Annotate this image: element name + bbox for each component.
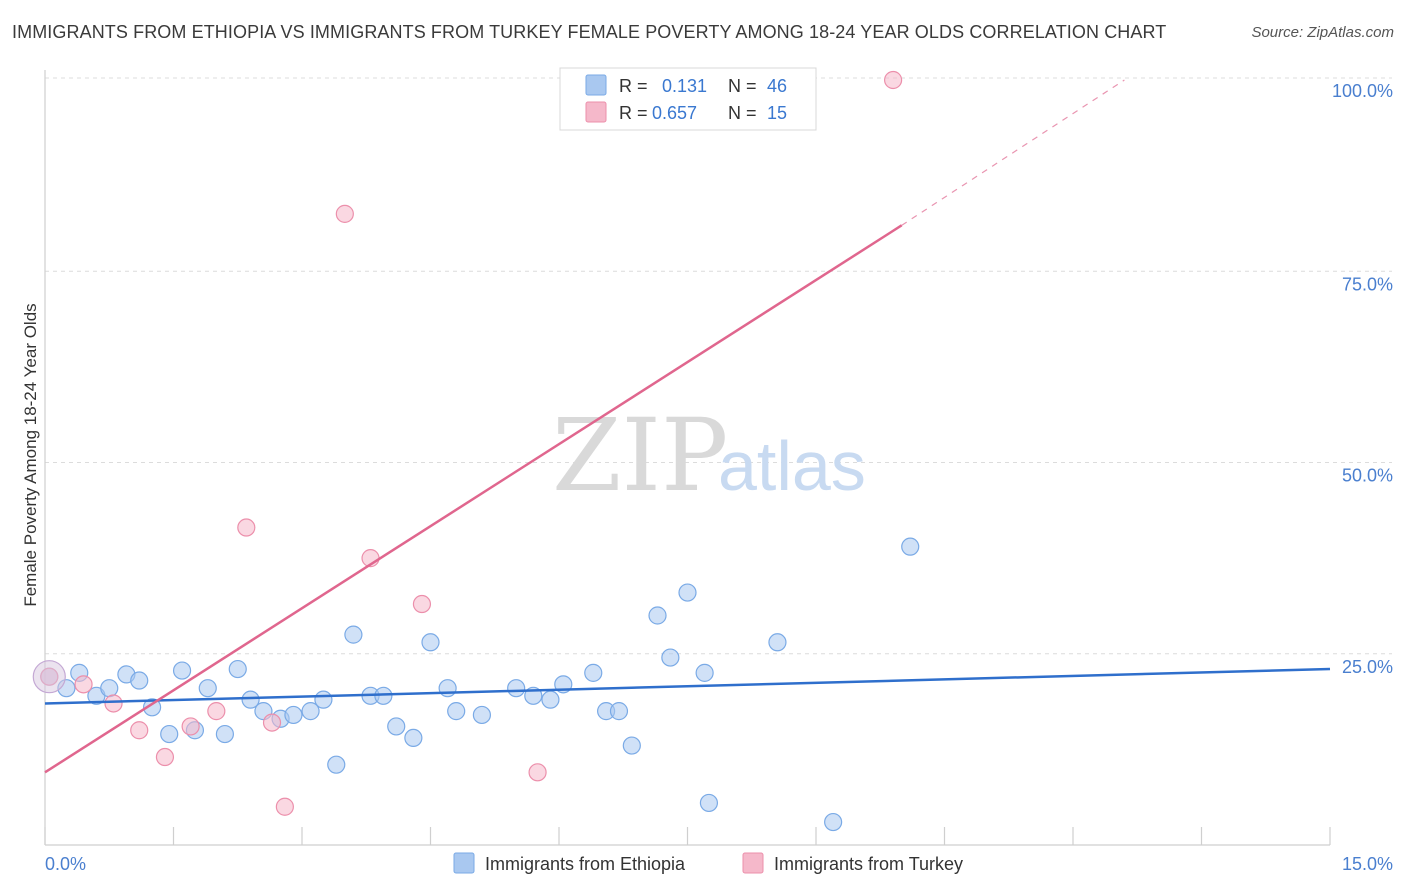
legend-n-label-turkey: N = — [728, 103, 757, 123]
stats-legend: R = 0.131 N = 46 R = 0.657 N = 15 — [559, 67, 817, 131]
y-tick-label-100: 100.0% — [1332, 81, 1393, 101]
ethiopia-point-14 — [241, 690, 260, 709]
turkey-point-1 — [74, 675, 93, 694]
turkey-trend-line — [44, 224, 903, 774]
gridlines — [45, 77, 1392, 655]
x-tick-label-min: 0.0% — [45, 854, 86, 874]
watermark-atlas: atlas — [718, 427, 866, 505]
ethiopia-point-32 — [541, 690, 560, 709]
legend-n-value-ethiopia: 46 — [767, 76, 787, 96]
turkey-point-5 — [181, 717, 200, 736]
ethiopia-point-43 — [768, 633, 787, 652]
turkey-point-14 — [883, 70, 903, 90]
legend-r-label-ethiopia: R = — [619, 76, 648, 96]
legend-r-value-turkey: 0.657 — [652, 103, 697, 123]
ethiopia-point-36 — [609, 702, 629, 721]
bottom-legend-swatch-ethiopia — [453, 852, 475, 874]
ethiopia-point-17 — [284, 705, 303, 725]
legend-r-value-ethiopia: 0.131 — [662, 76, 707, 96]
turkey-point-7 — [237, 518, 256, 537]
turkey-point-2 — [104, 694, 123, 713]
ethiopia-point-21 — [344, 625, 363, 644]
ethiopia-point-28 — [447, 702, 466, 721]
ethiopia-point-24 — [387, 717, 406, 736]
y-axis-label: Female Poverty Among 18-24 Year Olds — [21, 303, 40, 606]
ethiopia-point-9 — [172, 661, 192, 680]
trend-lines — [44, 79, 1331, 774]
ethiopia-point-45 — [901, 537, 920, 556]
bottom-legend-swatch-turkey — [742, 852, 764, 874]
legend-n-label-ethiopia: N = — [728, 76, 757, 96]
ethiopia-point-26 — [421, 633, 440, 652]
turkey-point-4 — [155, 747, 175, 767]
ethiopia-point-18 — [301, 702, 320, 721]
turkey-point-12 — [412, 594, 432, 614]
y-tick-label-75: 75.0% — [1342, 274, 1393, 294]
legend-swatch-turkey — [585, 101, 607, 123]
ethiopia-point-7 — [142, 698, 162, 717]
ethiopia-point-20 — [327, 755, 346, 774]
y-tick-label-50: 50.0% — [1342, 466, 1393, 486]
y-tick-labels: 25.0% 50.0% 75.0% 100.0% — [1332, 81, 1393, 677]
turkey-point-6 — [207, 702, 226, 721]
ethiopia-point-19 — [314, 690, 333, 709]
data-points — [32, 70, 920, 832]
ethiopia-point-34 — [584, 663, 603, 682]
ethiopia-point-41 — [695, 663, 714, 682]
series-legend: Immigrants from Ethiopia Immigrants from… — [453, 852, 963, 874]
turkey-point-3 — [130, 721, 149, 740]
ethiopia-point-37 — [622, 736, 641, 755]
watermark-zip: ZIP — [552, 397, 728, 514]
bottom-legend-label-turkey: Immigrants from Turkey — [774, 854, 963, 874]
ethiopia-point-30 — [507, 679, 526, 698]
legend-n-value-turkey: 15 — [767, 103, 787, 123]
ethiopia-point-8 — [160, 724, 179, 744]
ethiopia-point-13 — [228, 659, 247, 679]
ethiopia-point-38 — [648, 606, 667, 625]
overlap-cluster-point — [32, 660, 66, 694]
ethiopia-point-23 — [374, 686, 393, 705]
x-tick-label-max: 15.0% — [1342, 854, 1393, 874]
chart-title: IMMIGRANTS FROM ETHIOPIA VS IMMIGRANTS F… — [12, 22, 1167, 42]
ethiopia-point-42 — [699, 793, 719, 813]
ethiopia-point-44 — [824, 812, 843, 832]
x-axis-ticks — [44, 827, 1331, 845]
turkey-point-9 — [275, 797, 294, 816]
ethiopia-point-39 — [661, 648, 680, 667]
ethiopia-point-11 — [198, 679, 217, 698]
legend-swatch-ethiopia — [585, 74, 607, 96]
legend-r-label-turkey: R = — [619, 103, 648, 123]
ethiopia-point-25 — [404, 728, 423, 748]
ethiopia-point-4 — [100, 679, 119, 698]
turkey-point-13 — [528, 763, 547, 782]
turkey-point-10 — [335, 204, 354, 223]
turkey-trend-extension — [901, 79, 1125, 226]
ethiopia-point-29 — [472, 705, 491, 725]
turkey-point-8 — [262, 713, 282, 732]
ethiopia-point-12 — [215, 724, 234, 744]
y-tick-label-25: 25.0% — [1342, 657, 1393, 677]
ethiopia-trend-line — [44, 667, 1331, 705]
source-label: Source: ZipAtlas.com — [1251, 24, 1394, 41]
ethiopia-point-27 — [438, 679, 457, 698]
bottom-legend-label-ethiopia: Immigrants from Ethiopia — [485, 854, 686, 874]
ethiopia-point-6 — [130, 671, 149, 690]
ethiopia-point-40 — [678, 583, 697, 602]
